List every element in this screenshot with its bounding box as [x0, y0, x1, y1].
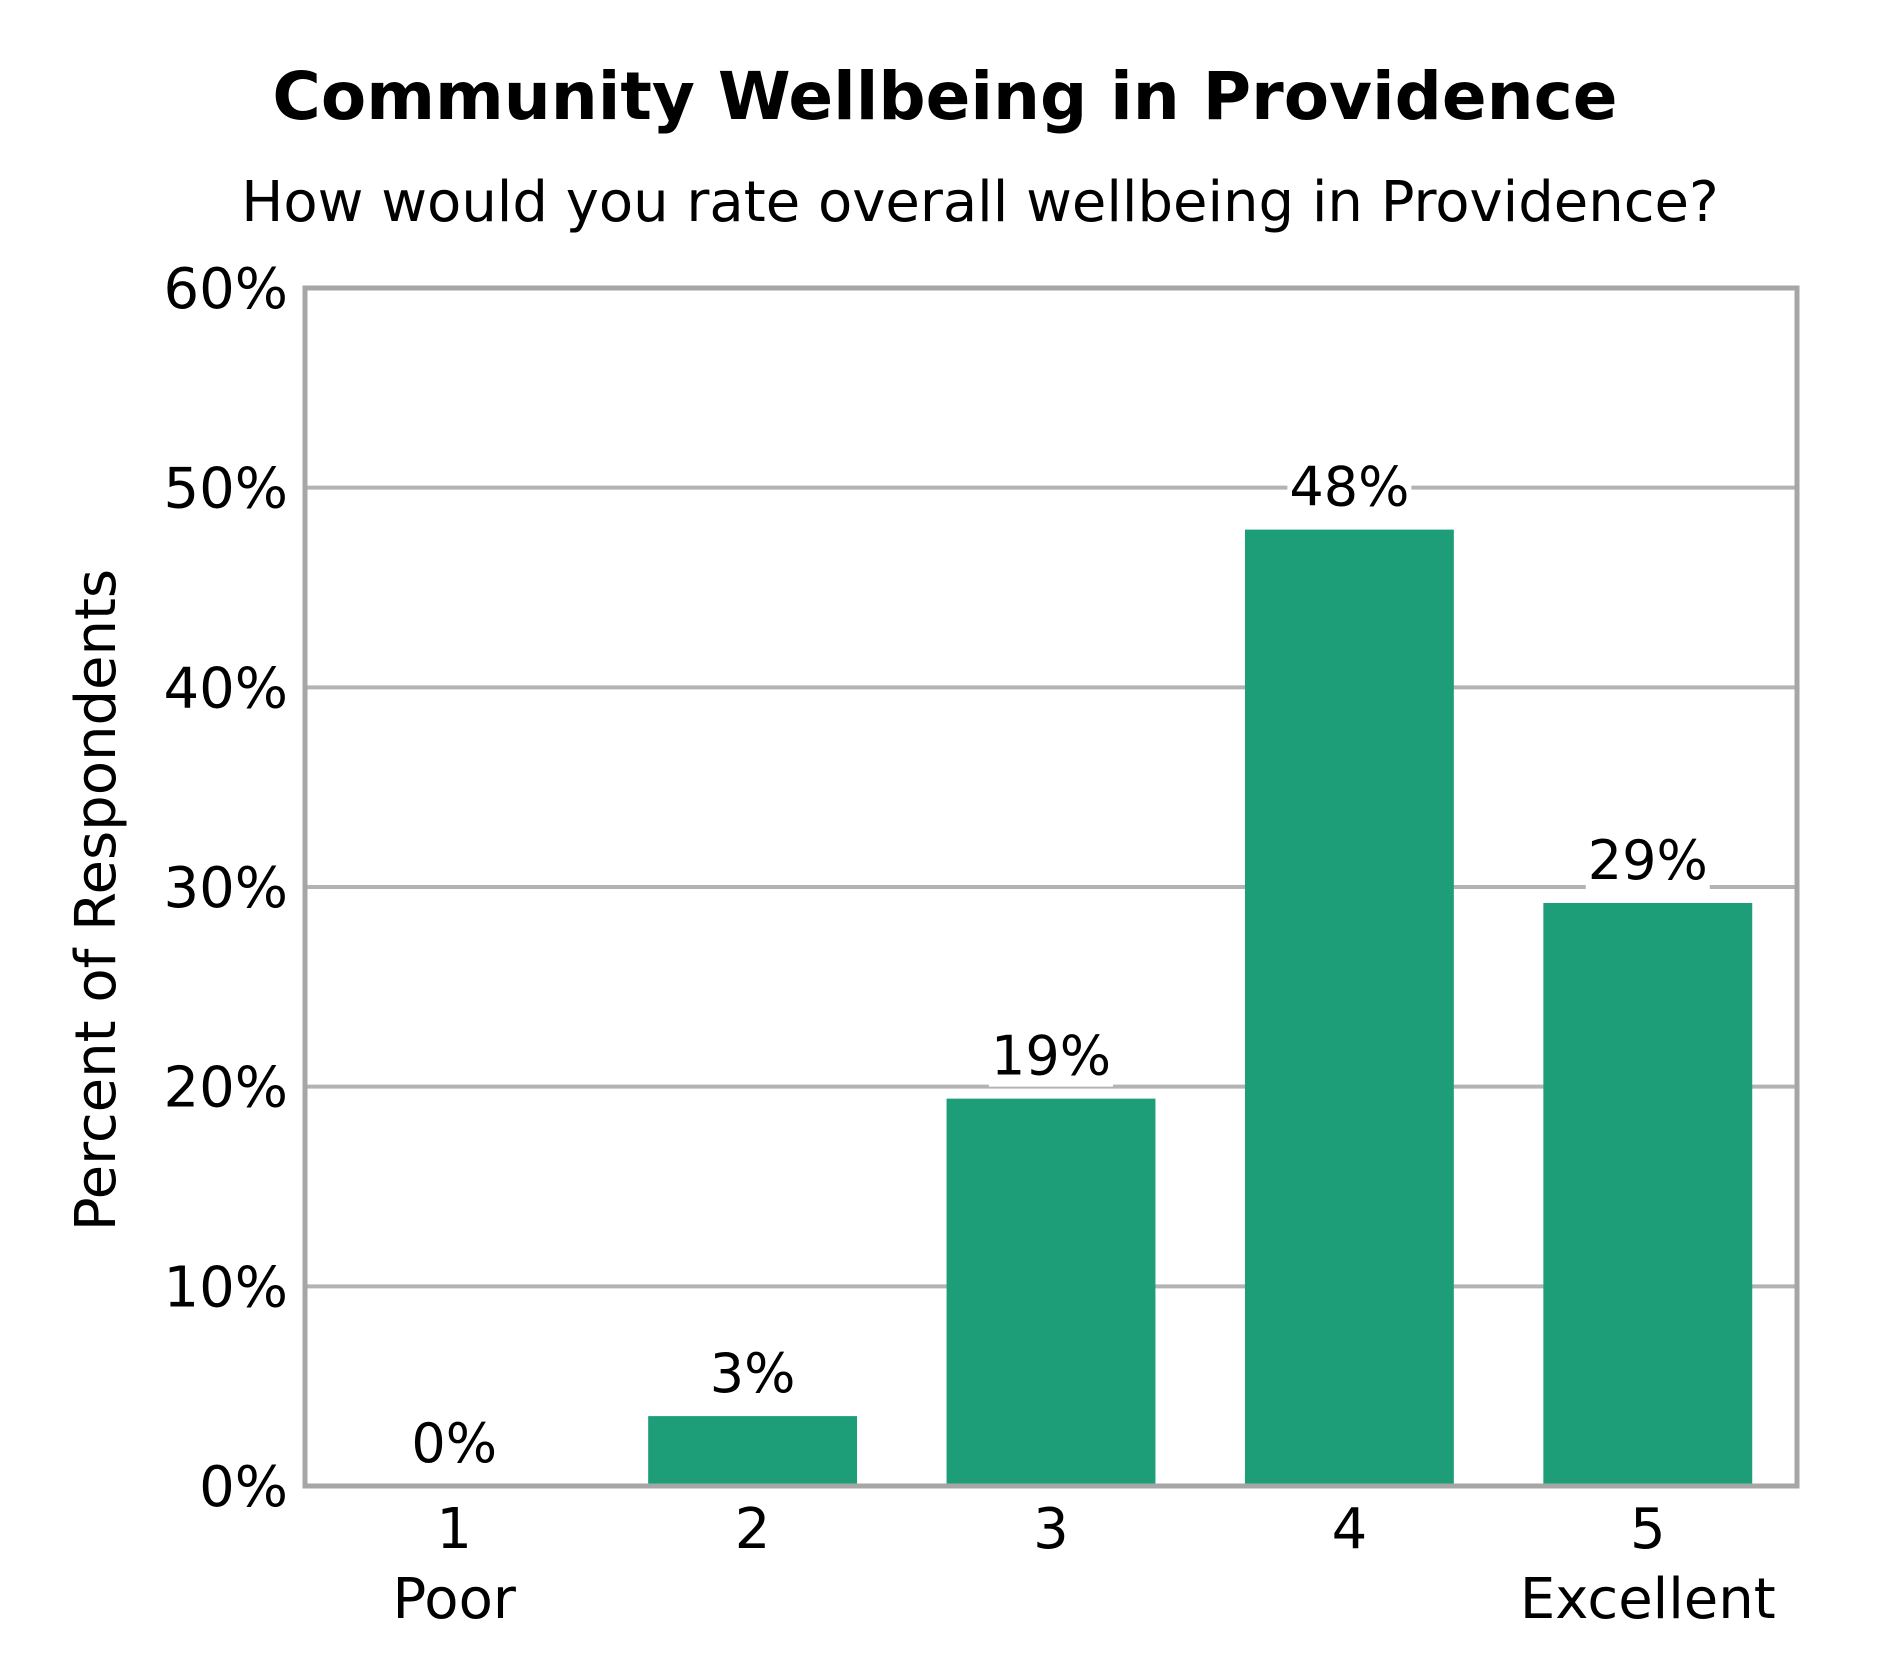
- chart-title: Community Wellbeing in Providence: [272, 58, 1618, 135]
- y-axis-title: Percent of Respondents: [64, 569, 129, 1231]
- data-label-bg: [392, 1414, 517, 1474]
- data-label-bg: [1585, 830, 1710, 891]
- bar-3: [946, 1098, 1156, 1486]
- y-tick-label: 20%: [164, 1056, 288, 1121]
- bar-2: [648, 1416, 858, 1486]
- data-label-bg: [1287, 457, 1412, 518]
- data-labels: 0% 3% 19% 48% 29%: [392, 456, 1710, 1475]
- x-tick-label: 4: [1332, 1497, 1368, 1562]
- y-tick-label: 40%: [164, 656, 288, 721]
- y-tick-label: 30%: [164, 856, 288, 921]
- bar-4: [1244, 529, 1454, 1486]
- y-tick-label: 10%: [164, 1255, 288, 1320]
- chart-subtitle: How would you rate overall wellbeing in …: [241, 170, 1719, 235]
- data-label-bg: [989, 1026, 1113, 1087]
- data-label-bg: [690, 1344, 815, 1405]
- data-label: 29%: [1588, 829, 1708, 892]
- y-tick-label: 60%: [164, 257, 288, 322]
- data-label: 48%: [1289, 456, 1409, 519]
- y-tick-label: 50%: [164, 457, 288, 522]
- y-axis-ticks: 0% 10% 20% 30% 40% 50% 60%: [164, 257, 288, 1520]
- x-tick-label: 5: [1630, 1497, 1666, 1562]
- x-tick-sublabel: Excellent: [1520, 1567, 1776, 1632]
- data-label: 19%: [991, 1025, 1111, 1088]
- bar-5: [1543, 902, 1753, 1486]
- y-tick-label: 0%: [199, 1455, 288, 1520]
- data-label: 3%: [710, 1342, 796, 1405]
- x-tick-label: 2: [735, 1497, 771, 1562]
- x-tick-label: 3: [1033, 1497, 1069, 1562]
- x-tick-sublabel: Poor: [393, 1567, 517, 1632]
- data-label: 0%: [411, 1412, 497, 1475]
- x-tick-label: 1: [436, 1497, 472, 1562]
- plot-frame: [302, 285, 1800, 1489]
- bars: [648, 529, 1753, 1486]
